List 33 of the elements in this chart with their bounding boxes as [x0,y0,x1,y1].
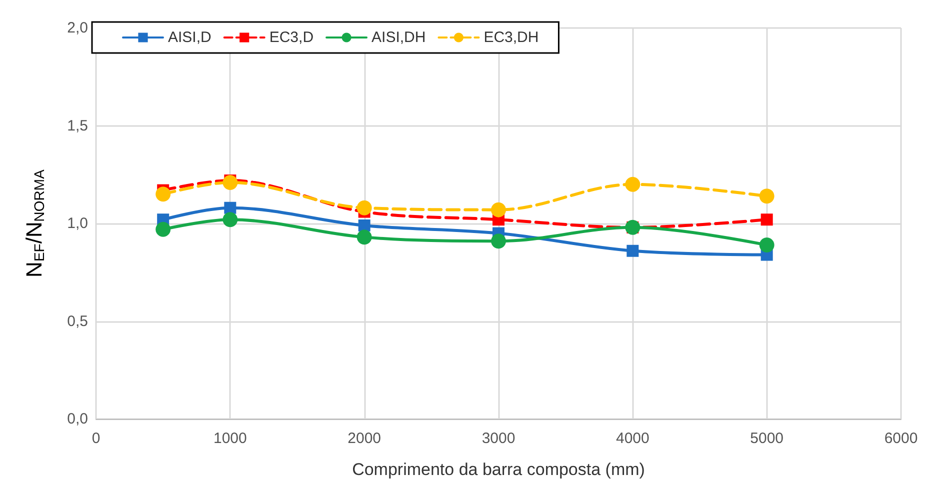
legend-label: EC3,DH [484,29,539,46]
y-tick-label: 0,0 [67,410,88,428]
point [625,176,640,192]
y-axis-title: NEF/NNORMA [22,168,47,278]
point [491,202,506,218]
point [222,174,238,190]
legend-label: EC3,D [269,29,314,46]
y-tick-label: 2,0 [67,20,88,36]
x-tick-label: 6000 [884,430,918,447]
x-tick-label: 1000 [213,430,247,447]
x-tick-label: 2000 [348,430,382,447]
x-axis-title: Comprimento da barra composta (mm) [352,460,645,479]
point [358,219,370,232]
legend-label: AISI,D [168,29,212,46]
point [491,234,506,249]
x-tick-label: 5000 [750,430,784,447]
x-tick-label: 0 [92,430,100,447]
point [156,222,171,237]
point [759,188,774,204]
legend-label: AISI,DH [372,29,426,46]
point [759,238,774,252]
point [356,200,372,216]
y-tick-label: 0,5 [67,312,88,330]
point [356,230,372,245]
point [222,212,238,228]
point [156,186,171,202]
point [224,202,236,214]
x-tick-label: 4000 [616,430,650,447]
x-tick-label: 3000 [482,430,516,447]
point [760,214,773,226]
y-tick-label: 1,0 [67,215,88,232]
y-tick-label: 1,5 [67,117,88,134]
point [626,244,639,257]
